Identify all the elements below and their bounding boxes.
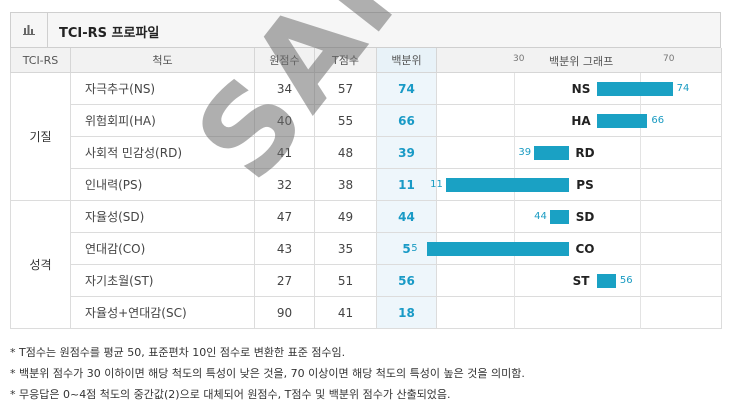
scale-name: 자율성+연대감(SC) [70, 296, 255, 329]
percentile: 44 [376, 200, 437, 233]
graph-cell [436, 136, 722, 169]
graph-tick-70: 70 [663, 54, 675, 64]
table-row: 자율성+연대감(SC) 90 41 18 [11, 296, 722, 329]
col-percentile: 백분위 [376, 48, 437, 73]
table-row: 기질 자극추구(NS) 34 57 74 [10, 72, 722, 201]
profile-table: TCI-RS 척도 원점수 T점수 백분위 30 백분위 그래프 70 기질 자… [10, 48, 722, 329]
col-raw-score: 원점수 [254, 48, 315, 73]
footnote: * 백분위 점수가 30 이하이면 해당 척도의 특성이 낮은 것을, 70 이… [10, 367, 525, 380]
t-score: 48 [314, 136, 377, 169]
table-row: 위험회피(HA) 40 55 66 [11, 104, 722, 137]
group-label: 기질 [10, 72, 71, 201]
graph-cell [436, 168, 722, 201]
scale-name: 자율성(SD) [70, 200, 255, 233]
raw-score: 41 [254, 136, 315, 169]
table-row: 성격 자율성(SD) 47 49 44 [10, 200, 722, 329]
header-icon-box [11, 13, 48, 47]
t-score: 38 [314, 168, 377, 201]
t-score: 49 [314, 200, 377, 233]
percentile: 5 [376, 232, 437, 265]
graph-cell [436, 264, 722, 297]
graph-tick-30: 30 [513, 54, 525, 64]
graph-title: 백분위 그래프 [549, 55, 614, 68]
percentile: 18 [376, 296, 437, 329]
percentile: 66 [376, 104, 437, 137]
table-row: 연대감(CO) 43 35 5 [11, 232, 722, 265]
col-percentile-graph: 30 백분위 그래프 70 [436, 48, 722, 73]
graph-cell [436, 296, 722, 329]
raw-score: 47 [254, 200, 315, 233]
graph-cell [436, 232, 722, 265]
raw-score: 27 [254, 264, 315, 297]
t-score: 51 [314, 264, 377, 297]
profile-panel-header: TCI-RS 프로파일 [10, 12, 721, 48]
raw-score: 90 [254, 296, 315, 329]
scale-name: 사회적 민감성(RD) [70, 136, 255, 169]
graph-cell [436, 72, 722, 105]
t-score: 41 [314, 296, 377, 329]
scale-name: 연대감(CO) [70, 232, 255, 265]
panel-title: TCI-RS 프로파일 [59, 26, 160, 41]
scale-name: 인내력(PS) [70, 168, 255, 201]
raw-score: 34 [254, 72, 315, 105]
scale-name: 위험회피(HA) [70, 104, 255, 137]
table-row: 자기초월(ST) 27 51 56 [11, 264, 722, 297]
graph-cell [436, 104, 722, 137]
col-t-score: T점수 [314, 48, 377, 73]
percentile: 56 [376, 264, 437, 297]
percentile: 11 [376, 168, 437, 201]
footnote: * T점수는 원점수를 평균 50, 표준편차 10인 점수로 변환한 표준 점… [10, 346, 346, 359]
scale-name: 자기초월(ST) [70, 264, 255, 297]
scale-name: 자극추구(NS) [70, 72, 255, 105]
bar-chart-icon [23, 25, 35, 35]
raw-score: 40 [254, 104, 315, 137]
t-score: 57 [314, 72, 377, 105]
raw-score: 43 [254, 232, 315, 265]
footnotes: * T점수는 원점수를 평균 50, 표준편차 10인 점수로 변환한 표준 점… [10, 342, 525, 405]
table-row: 인내력(PS) 32 38 11 [11, 168, 722, 201]
col-scale: 척도 [70, 48, 255, 73]
percentile: 74 [376, 72, 437, 105]
group-label: 성격 [10, 200, 71, 329]
t-score: 55 [314, 104, 377, 137]
table-row: 사회적 민감성(RD) 41 48 39 [11, 136, 722, 169]
col-tci-rs: TCI-RS [10, 48, 71, 73]
footnote: * 무응답은 0~4점 척도의 중간값(2)으로 대체되어 원점수, T점수 및… [10, 388, 451, 401]
graph-cell [436, 200, 722, 233]
t-score: 35 [314, 232, 377, 265]
raw-score: 32 [254, 168, 315, 201]
percentile: 39 [376, 136, 437, 169]
